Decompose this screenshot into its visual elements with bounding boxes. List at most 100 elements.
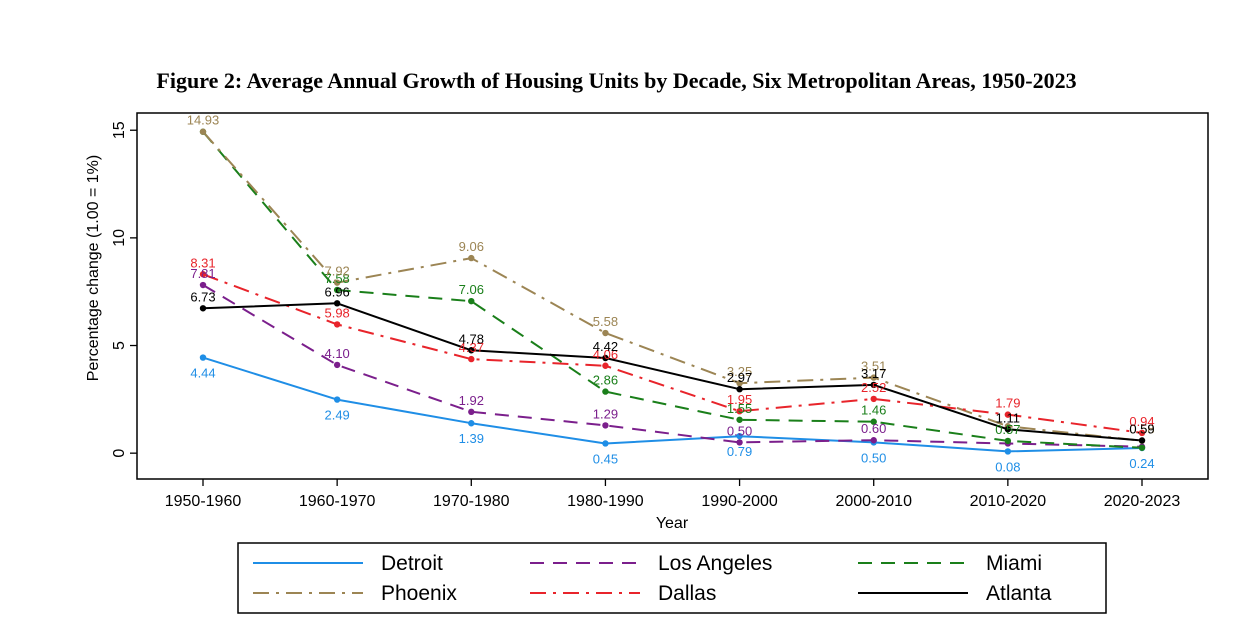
y-tick-label: 15: [111, 121, 128, 139]
series-line-los-angeles: [202, 284, 1143, 448]
data-point-atlanta: [468, 347, 475, 354]
data-label-dallas: 8.31: [190, 255, 215, 270]
data-label-dallas: 4.37: [459, 340, 484, 355]
data-label-dallas: 5.98: [324, 305, 349, 320]
x-tick-label: 1950-1960: [165, 493, 242, 510]
data-point-los-angeles: [468, 408, 475, 416]
data-label-detroit: 0.08: [995, 459, 1020, 474]
plot-frame: [136, 112, 1209, 480]
data-point-miami: [468, 297, 475, 305]
data-label-detroit: 2.49: [324, 408, 349, 423]
data-label-atlanta: 4.42: [593, 339, 618, 354]
data-label-phoenix: 14.93: [187, 113, 220, 128]
data-label-los-angeles: 1.29: [593, 406, 618, 421]
data-label-detroit: 1.39: [459, 431, 484, 446]
x-tick-label: 1990-2000: [701, 493, 778, 510]
data-label-atlanta: 1.11: [996, 410, 1020, 425]
legend-label-dallas: Dallas: [658, 582, 716, 605]
legend-label-atlanta: Atlanta: [986, 582, 1052, 605]
data-point-los-angeles: [736, 439, 743, 446]
data-label-los-angeles: 0.50: [727, 423, 752, 438]
data-label-los-angeles: 7.81: [190, 266, 215, 281]
series-line-phoenix: [202, 131, 1143, 442]
data-label-detroit: 0.24: [1129, 456, 1154, 471]
data-point-detroit: [468, 420, 475, 427]
data-point-los-angeles: [199, 281, 207, 289]
data-point-atlanta: [1138, 437, 1146, 444]
data-point-detroit: [736, 432, 743, 440]
data-label-dallas: 0.94: [1129, 414, 1154, 429]
data-point-atlanta: [1004, 426, 1012, 433]
data-label-dallas: 4.06: [593, 347, 618, 362]
x-tick-label: 2020-2023: [1104, 493, 1181, 510]
data-point-phoenix: [468, 254, 475, 262]
plot-border: [136, 112, 1209, 480]
data-point-atlanta: [333, 300, 341, 307]
y-tick-label: 5: [111, 341, 128, 350]
data-label-phoenix: 7.92: [324, 264, 349, 279]
series-lines: [202, 131, 1143, 453]
data-point-detroit: [1004, 448, 1012, 455]
data-point-miami: [736, 416, 743, 423]
series-points: [199, 128, 1146, 455]
data-point-dallas: [333, 321, 341, 328]
data-point-phoenix: [870, 374, 877, 381]
legend-label-los-angeles: Los Angeles: [658, 552, 772, 575]
data-point-atlanta: [602, 354, 609, 362]
data-point-phoenix: [736, 379, 743, 387]
data-point-los-angeles: [602, 422, 609, 429]
data-label-atlanta: 6.96: [324, 284, 349, 299]
data-label-phoenix: 9.06: [459, 239, 484, 254]
data-point-dallas: [199, 271, 207, 278]
data-point-dallas: [736, 407, 743, 415]
legend: Detroit Los Angeles Miami Phoenix Dallas Atla…: [237, 542, 1107, 614]
legend-label-phoenix: Phoenix: [381, 582, 457, 605]
legend-box: [237, 542, 1107, 614]
y-axis: 0 5 10 15: [111, 121, 137, 458]
x-tick-label: 1980-1990: [567, 493, 644, 510]
x-tick-label: 2000-2010: [835, 493, 912, 510]
data-label-atlanta: 3.17: [861, 366, 886, 381]
data-label-detroit: 4.44: [190, 366, 215, 381]
series-line-atlanta: [202, 302, 1143, 442]
chart-title: Figure 2: Average Annual Growth of Housi…: [156, 68, 1077, 93]
x-axis-title: Year: [656, 515, 689, 532]
data-label-phoenix: 0.58: [1129, 422, 1154, 437]
data-label-dallas: 1.79: [995, 396, 1020, 411]
data-label-dallas: 2.52: [861, 380, 886, 395]
data-point-phoenix: [199, 128, 207, 135]
data-label-los-angeles: 1.92: [459, 393, 484, 408]
y-tick-label: 10: [111, 229, 128, 247]
series-line-detroit: [202, 356, 1143, 453]
data-point-dallas: [602, 362, 609, 369]
x-axis: 1950-1960 1960-1970 1970-1980 1980-1990 1990…: [165, 479, 1181, 510]
data-point-detroit: [333, 396, 341, 403]
data-point-miami: [1004, 437, 1012, 445]
data-labels: 4.44 2.49 1.39 0.45 0.79 0.50 0.08 0.24 7.81 4.10…: [187, 113, 1155, 475]
data-label-atlanta: 4.78: [459, 331, 484, 346]
y-axis-title: Percentage change (1.00 = 1%): [85, 155, 102, 381]
data-label-miami: 7.58: [324, 271, 349, 286]
data-point-detroit: [602, 440, 609, 447]
y-tick-label: 0: [111, 449, 128, 458]
data-label-miami: 7.06: [459, 282, 484, 297]
data-point-atlanta: [199, 305, 207, 312]
data-label-phoenix: 5.58: [593, 314, 618, 329]
data-label-miami: 1.46: [861, 403, 886, 418]
data-label-atlanta: 6.73: [190, 289, 215, 304]
data-point-dallas: [468, 355, 475, 363]
data-point-atlanta: [736, 386, 743, 393]
data-label-miami: 1.55: [727, 401, 752, 416]
data-point-dallas: [1004, 411, 1012, 418]
data-point-detroit: [199, 354, 207, 361]
data-point-miami: [870, 418, 877, 425]
data-point-dallas: [1138, 429, 1146, 437]
data-point-los-angeles: [870, 437, 877, 444]
data-label-detroit: 0.50: [861, 450, 886, 465]
legend-label-detroit: Detroit: [381, 552, 443, 575]
data-label-los-angeles: 4.10: [324, 346, 349, 361]
data-point-los-angeles: [333, 361, 341, 369]
data-point-phoenix: [602, 329, 609, 337]
data-label-dallas: 1.95: [727, 392, 752, 407]
data-label-atlanta: 2.97: [727, 370, 752, 385]
